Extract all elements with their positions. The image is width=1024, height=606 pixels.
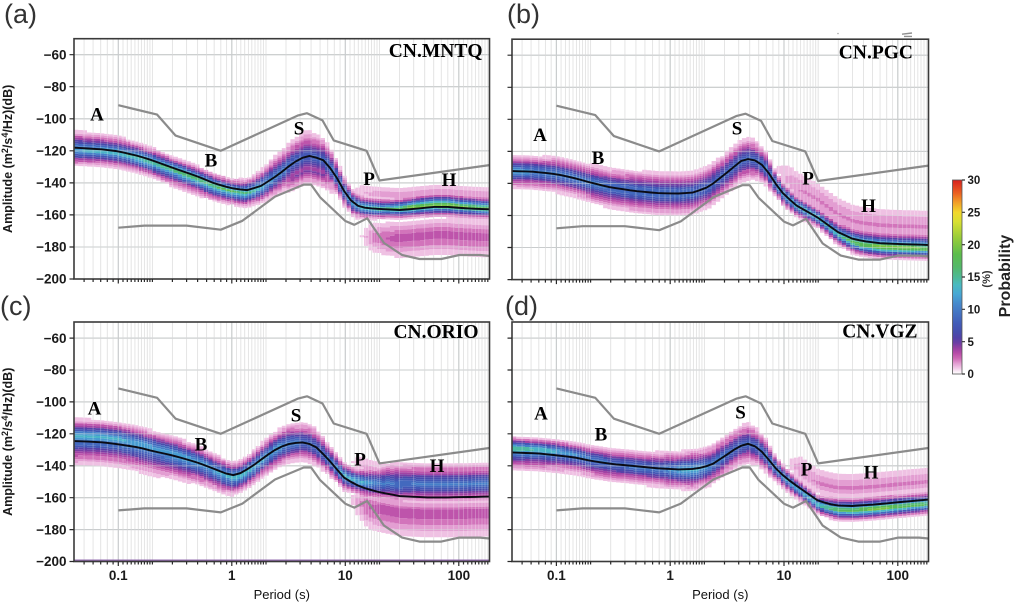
svg-text:CN.ORIO: CN.ORIO <box>393 322 478 343</box>
svg-text:S: S <box>732 119 743 140</box>
svg-text:CN.VGZ: CN.VGZ <box>842 322 917 343</box>
svg-text:−80: −80 <box>44 79 67 94</box>
svg-text:1: 1 <box>228 568 236 583</box>
svg-text:20: 20 <box>968 240 981 252</box>
svg-text:CN.PGC: CN.PGC <box>839 43 913 64</box>
svg-text:(d): (d) <box>505 291 538 321</box>
svg-text:P: P <box>354 450 366 471</box>
svg-text:−140: −140 <box>36 176 66 191</box>
svg-text:S: S <box>294 119 305 140</box>
svg-text:H: H <box>864 463 879 484</box>
svg-text:A: A <box>533 125 547 146</box>
svg-text:B: B <box>592 148 605 169</box>
svg-text:5: 5 <box>968 337 975 349</box>
svg-text:B: B <box>195 435 208 456</box>
svg-text:A: A <box>534 404 548 425</box>
svg-text:−160: −160 <box>36 208 66 223</box>
svg-text:P: P <box>363 169 375 190</box>
svg-text:15: 15 <box>968 272 981 284</box>
svg-text:0: 0 <box>968 369 974 381</box>
svg-text:(b): (b) <box>507 0 540 29</box>
svg-text:25: 25 <box>968 208 981 220</box>
svg-text:30: 30 <box>968 175 981 187</box>
svg-text:P: P <box>801 460 813 481</box>
svg-text:−140: −140 <box>36 458 66 473</box>
svg-text:H: H <box>861 196 876 217</box>
svg-text:1: 1 <box>666 568 674 583</box>
svg-text:(c): (c) <box>0 291 31 321</box>
svg-text:Period (s): Period (s) <box>254 587 310 602</box>
svg-text:−120: −120 <box>36 427 66 442</box>
svg-text:−200: −200 <box>36 272 66 287</box>
svg-text:0.1: 0.1 <box>109 568 128 583</box>
svg-text:10: 10 <box>338 568 353 583</box>
svg-text:P: P <box>802 169 814 190</box>
svg-text:(%): (%) <box>981 270 993 287</box>
svg-text:−120: −120 <box>36 144 66 159</box>
svg-text:S: S <box>291 406 302 427</box>
svg-text:Amplitude (m2/s4/Hz)(dB): Amplitude (m2/s4/Hz)(dB) <box>0 85 15 233</box>
svg-text:Amplitude (m2/s4/Hz)(dB): Amplitude (m2/s4/Hz)(dB) <box>0 368 15 516</box>
svg-text:10: 10 <box>776 568 791 583</box>
svg-text:−180: −180 <box>36 522 66 537</box>
svg-text:100: 100 <box>448 568 471 583</box>
svg-text:B: B <box>595 425 608 446</box>
svg-text:Probability: Probability <box>997 235 1014 318</box>
svg-text:Period (s): Period (s) <box>692 587 748 602</box>
svg-text:−100: −100 <box>36 395 66 410</box>
svg-text:A: A <box>90 105 104 126</box>
svg-text:CN.MNTQ: CN.MNTQ <box>389 41 483 62</box>
svg-text:B: B <box>205 151 218 172</box>
svg-text:10: 10 <box>968 305 981 317</box>
svg-text:−200: −200 <box>36 554 66 569</box>
svg-text:A: A <box>88 399 102 420</box>
svg-text:0.1: 0.1 <box>547 568 566 583</box>
svg-text:−180: −180 <box>36 240 66 255</box>
svg-text:−60: −60 <box>44 47 67 62</box>
svg-text:−160: −160 <box>36 490 66 505</box>
svg-text:(a): (a) <box>4 0 37 29</box>
svg-text:100: 100 <box>887 568 910 583</box>
svg-text:−100: −100 <box>36 111 66 126</box>
svg-text:S: S <box>735 403 746 424</box>
svg-text:−60: −60 <box>44 331 67 346</box>
svg-text:H: H <box>442 170 457 191</box>
svg-text:−80: −80 <box>44 363 67 378</box>
svg-text:H: H <box>430 456 445 477</box>
